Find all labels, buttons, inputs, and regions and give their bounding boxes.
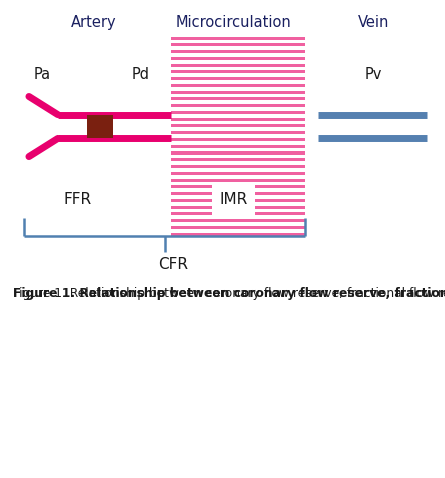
Bar — [87, 115, 113, 139]
Bar — [171, 192, 305, 195]
Bar — [171, 226, 305, 229]
Bar — [171, 91, 305, 94]
Bar — [171, 43, 305, 46]
Bar — [171, 178, 305, 182]
Text: Vein: Vein — [358, 15, 389, 30]
Bar — [171, 64, 305, 66]
Bar — [171, 145, 305, 148]
Bar — [171, 165, 305, 168]
Bar — [171, 185, 305, 188]
Bar — [171, 70, 305, 74]
Text: FFR: FFR — [64, 193, 92, 207]
Text: Figure 1. Relationship between coronary flow reserve, fractional flow reserve an: Figure 1. Relationship between coronary … — [13, 287, 445, 300]
Text: Artery: Artery — [71, 15, 116, 30]
Text: IMR: IMR — [219, 193, 248, 207]
Bar — [171, 152, 305, 154]
Bar — [171, 212, 305, 215]
Text: Figure 1. Relationship between coronary flow reserve, fractional flow reserve an: Figure 1. Relationship between coronary … — [13, 287, 445, 300]
Text: Pa: Pa — [34, 66, 51, 82]
Text: Pv: Pv — [365, 66, 383, 82]
Bar — [171, 206, 305, 208]
Bar — [171, 111, 305, 114]
Bar — [171, 233, 305, 236]
Bar — [171, 77, 305, 80]
Bar — [171, 118, 305, 121]
Bar — [171, 37, 305, 40]
Text: CFR: CFR — [158, 257, 189, 272]
Bar — [171, 172, 305, 175]
Text: Microcirculation: Microcirculation — [176, 15, 291, 30]
Text: Pd: Pd — [131, 66, 149, 82]
Bar — [171, 84, 305, 87]
Bar — [171, 50, 305, 53]
Bar — [171, 57, 305, 60]
Bar — [171, 131, 305, 134]
Bar — [171, 124, 305, 128]
Bar — [171, 104, 305, 107]
Bar — [171, 158, 305, 161]
Bar — [171, 199, 305, 202]
Bar — [171, 98, 305, 100]
Bar — [171, 138, 305, 141]
Bar — [171, 219, 305, 222]
